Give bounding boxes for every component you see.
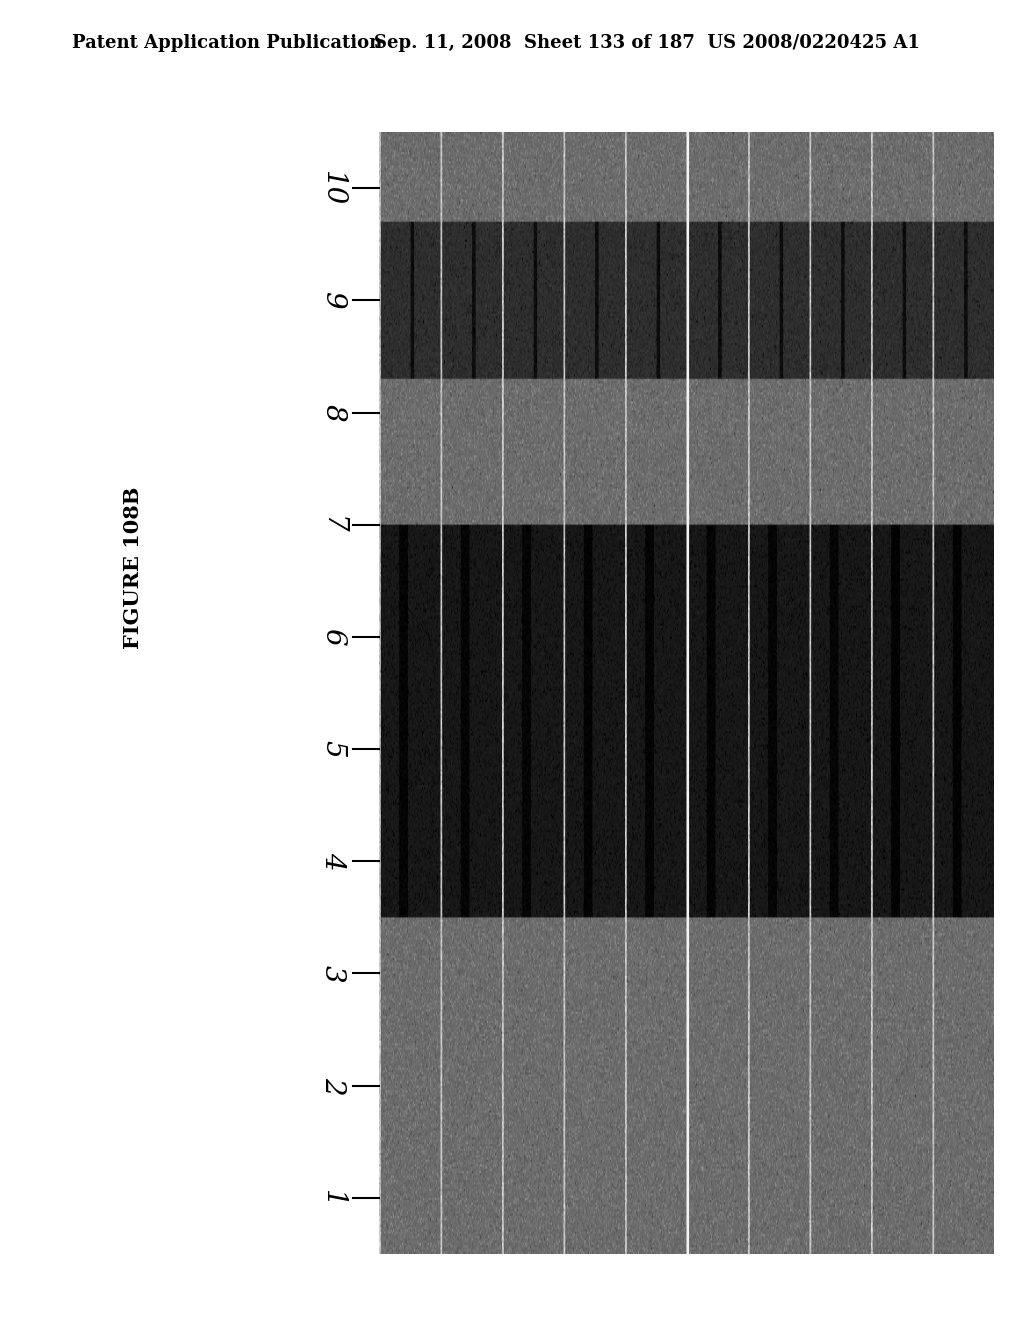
Text: 2: 2 — [319, 1077, 346, 1094]
Text: 5: 5 — [319, 741, 346, 758]
Text: 7: 7 — [319, 516, 346, 533]
Text: 9: 9 — [319, 292, 346, 309]
Text: 6: 6 — [319, 628, 346, 645]
Text: 3: 3 — [319, 965, 346, 982]
Text: 8: 8 — [319, 404, 346, 421]
Text: 10: 10 — [319, 170, 346, 206]
Text: FIGURE 108B: FIGURE 108B — [123, 486, 143, 649]
Text: Sep. 11, 2008  Sheet 133 of 187  US 2008/0220425 A1: Sep. 11, 2008 Sheet 133 of 187 US 2008/0… — [374, 34, 920, 53]
Text: 4: 4 — [319, 853, 346, 870]
Text: 1: 1 — [319, 1189, 346, 1206]
Text: Patent Application Publication: Patent Application Publication — [72, 34, 382, 53]
